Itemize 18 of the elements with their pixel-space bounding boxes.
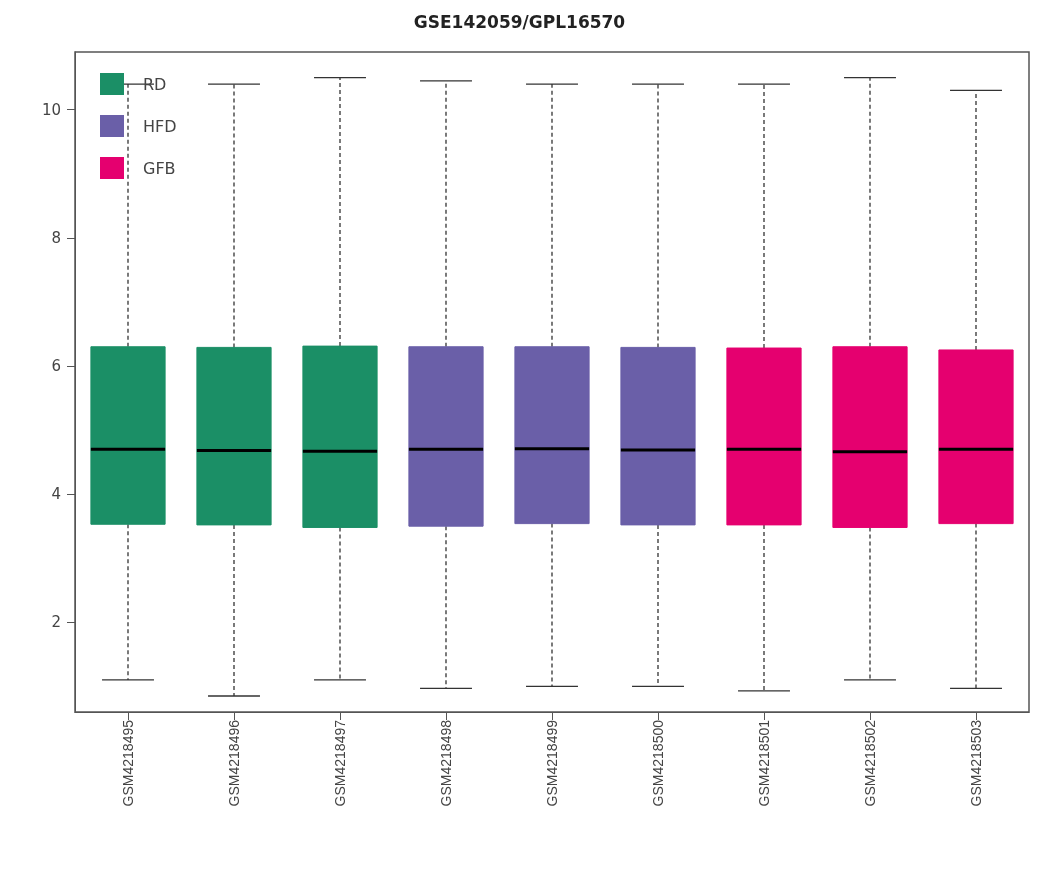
legend-label: RD <box>143 74 167 94</box>
x-tick-label: GSM4218495 <box>120 719 136 807</box>
x-tick-label: GSM4218501 <box>756 719 772 807</box>
chart-title: GSE142059/GPL16570 <box>413 11 626 32</box>
y-tick-label: 6 <box>51 356 61 375</box>
x-tick-label: GSM4218499 <box>544 719 560 807</box>
y-tick-label: 2 <box>51 613 61 632</box>
legend-label: GFB <box>143 158 176 178</box>
y-tick-label: 10 <box>41 100 61 119</box>
y-tick-label: 4 <box>51 485 61 504</box>
y-tick-label: 8 <box>51 228 61 247</box>
x-tick-label: GSM4218498 <box>438 719 454 807</box>
x-tick-label: GSM4218503 <box>968 719 984 807</box>
x-tick-label: GSM4218500 <box>650 719 666 807</box>
x-tick-label: GSM4218497 <box>332 719 348 807</box>
legend-label: HFD <box>143 116 177 136</box>
x-tick-label: GSM4218502 <box>862 719 878 807</box>
x-tick-label: GSM4218496 <box>226 719 242 807</box>
